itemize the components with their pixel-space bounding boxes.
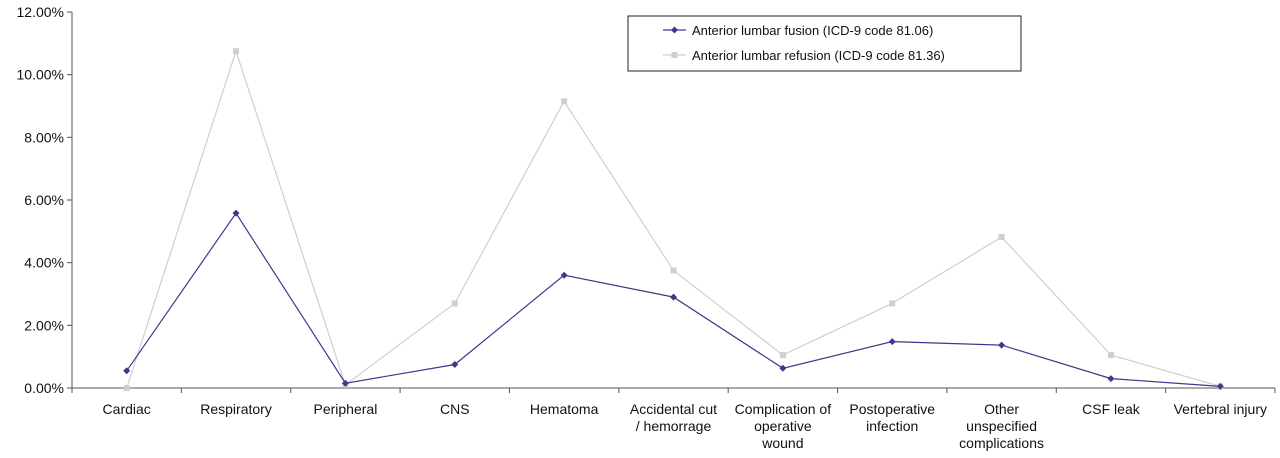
data-point bbox=[889, 300, 896, 307]
data-point bbox=[779, 364, 787, 372]
data-point bbox=[123, 385, 130, 391]
x-category-label-line: Peripheral bbox=[313, 401, 377, 417]
data-point bbox=[561, 98, 568, 105]
y-tick-label: 2.00% bbox=[24, 317, 64, 333]
data-point bbox=[670, 293, 677, 301]
data-point bbox=[560, 271, 568, 279]
series-0 bbox=[123, 209, 1224, 390]
legend-label: Anterior lumbar fusion (ICD-9 code 81.06… bbox=[692, 23, 933, 38]
series-line bbox=[126, 49, 1221, 389]
x-category-label-line: CSF leak bbox=[1082, 401, 1141, 417]
x-category-label-line: Hematoma bbox=[530, 401, 599, 417]
x-category-label: Cardiac bbox=[103, 401, 151, 417]
x-category-label: Peripheral bbox=[313, 401, 377, 417]
y-tick-label: 10.00% bbox=[17, 67, 64, 83]
x-category-label-line: wound bbox=[761, 435, 803, 451]
x-category-label: CNS bbox=[440, 401, 470, 417]
x-category-label-line: / hemorrage bbox=[636, 418, 712, 434]
data-point bbox=[1107, 352, 1114, 359]
legend-marker bbox=[671, 52, 678, 58]
data-point bbox=[341, 379, 349, 387]
y-tick-label: 8.00% bbox=[24, 129, 64, 145]
data-point bbox=[451, 300, 458, 307]
x-category-label: CSF leak bbox=[1082, 401, 1141, 417]
legend-entry: Anterior lumbar refusion (ICD-9 code 81.… bbox=[663, 48, 945, 63]
data-point bbox=[233, 48, 240, 55]
x-category-label-line: Complication of bbox=[735, 401, 832, 417]
x-category-label-line: Other bbox=[984, 401, 1019, 417]
series-layer bbox=[123, 48, 1224, 391]
x-category-label-line: CNS bbox=[440, 401, 470, 417]
x-category-label: Accidental cut/ hemorrage bbox=[630, 401, 717, 434]
data-point bbox=[1107, 375, 1115, 383]
legend-label: Anterior lumbar refusion (ICD-9 code 81.… bbox=[692, 48, 945, 63]
data-point bbox=[123, 367, 131, 375]
data-point bbox=[1216, 382, 1224, 390]
x-category-label: Hematoma bbox=[530, 401, 599, 417]
data-point bbox=[670, 267, 677, 274]
x-category-label-line: Vertebral injury bbox=[1174, 401, 1267, 417]
x-category-label-line: infection bbox=[866, 418, 918, 434]
legend-marker bbox=[671, 26, 678, 34]
x-category-label-line: Respiratory bbox=[200, 401, 272, 417]
legend-box bbox=[627, 15, 1022, 72]
data-point bbox=[451, 361, 459, 368]
x-category-label-line: Postoperative bbox=[849, 401, 935, 417]
x-category-label: Respiratory bbox=[200, 401, 272, 417]
x-axis: Cardiac Respiratory Peripheral CNS Hematoma A… bbox=[71, 387, 1276, 451]
y-tick-label: 0.00% bbox=[24, 380, 64, 396]
data-point bbox=[998, 341, 1006, 349]
legend-entry: Anterior lumbar fusion (ICD-9 code 81.06… bbox=[663, 23, 933, 38]
y-tick-label: 4.00% bbox=[24, 255, 64, 271]
y-tick-label: 6.00% bbox=[24, 192, 64, 208]
data-point bbox=[998, 233, 1005, 240]
series-1 bbox=[123, 48, 1224, 391]
x-category-label-line: unspecified bbox=[966, 418, 1037, 434]
legend: Anterior lumbar fusion (ICD-9 code 81.06… bbox=[627, 15, 1022, 72]
data-point bbox=[232, 209, 240, 217]
y-tick-label: 12.00% bbox=[17, 4, 64, 20]
data-point bbox=[779, 352, 786, 359]
data-point bbox=[888, 338, 896, 346]
x-category-label-line: operative bbox=[754, 418, 812, 434]
y-axis: 0.00% 2.00% 4.00% 6.00% 8.00% 10.00% 12.00% bbox=[17, 4, 73, 396]
x-category-label-line: Cardiac bbox=[103, 401, 151, 417]
x-category-label-line: complications bbox=[959, 435, 1044, 451]
x-category-label: Vertebral injury bbox=[1174, 401, 1267, 417]
x-category-label-line: Accidental cut bbox=[630, 401, 717, 417]
